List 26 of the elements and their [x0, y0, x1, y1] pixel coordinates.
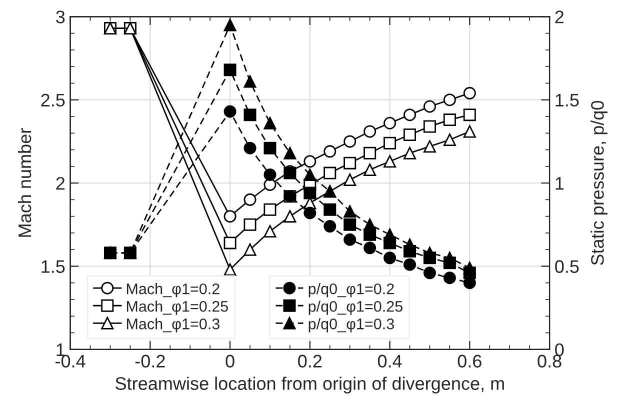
y2-tick-label: 0.5 [555, 260, 579, 273]
x-tick-label: 0.6 [458, 354, 482, 368]
y-tick-label: 1.5 [42, 260, 65, 273]
y-tick-label: 1 [56, 344, 65, 356]
legend-label: p/q0_φ1=0.2 [308, 283, 394, 298]
x-tick-label: 0.4 [378, 354, 402, 368]
y2-tick-label: 0 [555, 343, 564, 356]
x-tick-label: 0.8 [538, 354, 562, 368]
y2-axis-title: Static pressure, p/q0 [590, 100, 608, 266]
legend-label: p/q0_φ1=0.3 [308, 318, 394, 332]
x-tick-label: 0 [226, 354, 234, 368]
x-tick-label: -0.2 [135, 354, 165, 368]
y-tick-label: 2 [56, 176, 65, 190]
legend-label: Mach_φ1=0.3 [126, 318, 220, 332]
y-tick-label: 2.5 [41, 94, 65, 107]
legend-label: Mach_φ1=0.25 [126, 300, 228, 315]
x-axis-title: Streamwise location from origin of divergence, m [116, 376, 504, 394]
y-axis-title: Mach number [18, 128, 32, 237]
x-tick-label: 0.2 [298, 354, 322, 368]
x-tick-label: -0.4 [56, 354, 86, 368]
y2-tick-label: 1.5 [556, 94, 579, 107]
y-tick-label: 3 [56, 10, 65, 24]
legend-label: p/q0_φ1=0.25 [308, 300, 402, 315]
y2-tick-label: 2 [555, 10, 564, 24]
y2-tick-label: 1 [556, 177, 564, 190]
legend-label: Mach_φ1=0.2 [126, 283, 220, 298]
